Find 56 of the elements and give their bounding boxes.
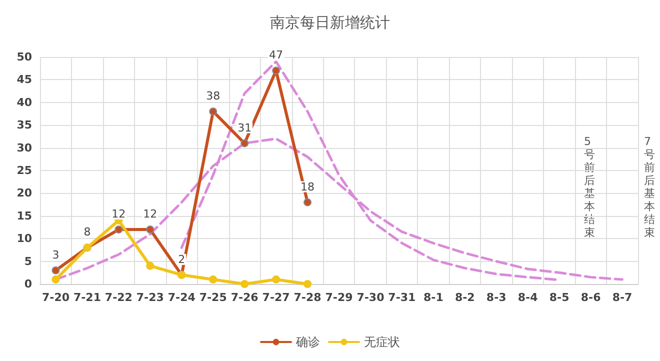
- point: [209, 107, 218, 116]
- point: [114, 226, 123, 234]
- legend-label: 确诊: [295, 335, 320, 349]
- point: [304, 198, 312, 206]
- x-tick-label: 7-27: [262, 291, 290, 304]
- y-tick-label: 45: [16, 73, 32, 86]
- data-label: 3: [52, 248, 60, 262]
- point: [272, 275, 280, 284]
- text: 7号前后基本结束: [644, 135, 655, 239]
- x-tick-label: 7-26: [230, 291, 259, 304]
- legend-label: 无症状: [364, 335, 400, 349]
- y-tick-label: 35: [16, 118, 32, 132]
- data-label: 8: [84, 226, 91, 239]
- x-tick-label: 7-21: [73, 291, 101, 304]
- y-tick-label: 15: [16, 209, 32, 222]
- x-tick-label: 7-22: [104, 291, 132, 304]
- x-tick-label: 8-2: [454, 291, 475, 304]
- x-tick-label: 7-24: [168, 291, 196, 304]
- y-tick-label: 20: [16, 186, 32, 200]
- y-tick-label: 5: [24, 254, 32, 268]
- point: [52, 275, 60, 284]
- x-tick-label: 8-7: [612, 291, 632, 304]
- x-tick-label: 8-1: [423, 291, 444, 304]
- point: [146, 262, 154, 270]
- point: [209, 275, 218, 284]
- data-label: 38: [206, 89, 220, 102]
- data-label: 18: [300, 180, 315, 194]
- point: [52, 266, 60, 274]
- data-label: 12: [112, 208, 126, 221]
- chart-title: 南京每日新增统计: [270, 14, 390, 32]
- point: [240, 280, 249, 288]
- point: [146, 226, 154, 234]
- x-tick-label: 7-25: [199, 291, 227, 304]
- x-tick-label: 8-4: [518, 291, 538, 304]
- point: [304, 280, 312, 288]
- data-label: 12: [143, 208, 158, 221]
- x-tick-label: 7-31: [388, 291, 416, 304]
- data-label: 47: [269, 48, 284, 62]
- y-tick-label: 0: [24, 278, 32, 290]
- x-tick-label: 7-30: [356, 291, 385, 304]
- x-tick-label: 7-20: [42, 291, 70, 304]
- point: [272, 66, 280, 75]
- x-tick-label: 7-29: [325, 291, 353, 304]
- point: [240, 139, 249, 148]
- x-tick-label: 8-6: [580, 291, 602, 304]
- y-tick-label: 30: [16, 141, 32, 154]
- x-tick-label: 7-28: [294, 291, 322, 304]
- y-tick-label: 40: [16, 96, 32, 109]
- x-tick-label: 7-23: [136, 291, 164, 304]
- x-tick-label: 8-3: [486, 291, 506, 304]
- data-label: 2: [178, 252, 186, 266]
- x-tick-label: 8-5: [549, 291, 570, 304]
- y-tick-label: 25: [16, 164, 32, 177]
- y-tick-label: 50: [16, 50, 32, 64]
- y-tick-label: 10: [16, 232, 32, 246]
- data-label: 31: [238, 121, 252, 134]
